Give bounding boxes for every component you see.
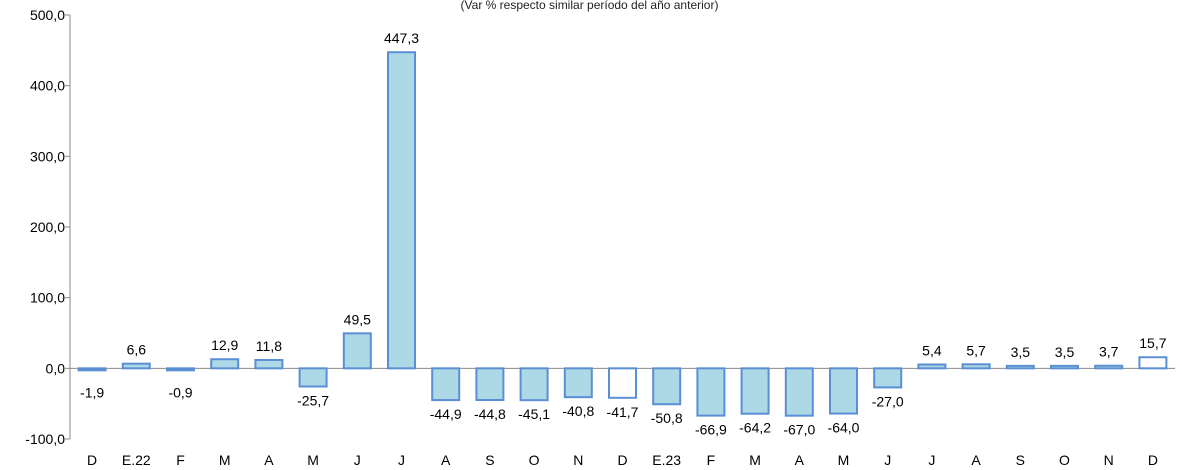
data-label: 5,7 [966, 342, 986, 358]
x-tick-label: E.22 [122, 452, 151, 468]
x-tick-label: F [176, 452, 185, 468]
x-tick-label: A [441, 452, 451, 468]
data-label: -50,8 [651, 410, 683, 426]
bar [1005, 364, 1035, 370]
bar [77, 367, 107, 372]
bar [431, 367, 461, 402]
bar [1138, 356, 1168, 370]
bar [784, 367, 814, 417]
x-tick-label: A [264, 452, 274, 468]
data-label: 15,7 [1139, 335, 1166, 351]
bar [740, 367, 770, 415]
y-tick-label: 400,0 [30, 78, 65, 94]
data-label: -66,9 [695, 422, 727, 438]
x-tick-label: M [838, 452, 850, 468]
x-tick-label: E.23 [652, 452, 681, 468]
data-label: 3,5 [1055, 344, 1075, 360]
bar [387, 51, 416, 370]
x-tick-label: M [307, 452, 319, 468]
y-tick-label: 200,0 [30, 219, 65, 235]
data-label: -45,1 [518, 406, 550, 422]
bar [342, 332, 372, 370]
y-tick-label: 0,0 [46, 360, 66, 376]
bar [475, 367, 505, 401]
x-tick-label: N [1104, 452, 1114, 468]
x-tick-label: J [928, 452, 935, 468]
data-label: 6,6 [127, 342, 147, 358]
data-label: 3,5 [1011, 344, 1031, 360]
bar [608, 367, 637, 399]
x-tick-label: D [1148, 452, 1158, 468]
bar [873, 367, 903, 389]
data-label: -44,9 [430, 406, 462, 422]
bar [1094, 364, 1124, 370]
data-label: -64,0 [828, 420, 860, 436]
data-label: 447,3 [384, 30, 419, 46]
data-label: -25,7 [297, 392, 329, 408]
y-tick-label: 300,0 [30, 148, 65, 164]
x-tick-label: M [219, 452, 231, 468]
x-tick-label: D [87, 452, 97, 468]
bar [298, 367, 328, 388]
bar [917, 363, 947, 370]
bar [166, 367, 195, 372]
data-label: 49,5 [344, 311, 371, 327]
x-tick-label: S [1016, 452, 1025, 468]
y-tick-label: 100,0 [30, 290, 65, 306]
data-label: 5,4 [922, 343, 942, 359]
bar [563, 367, 593, 399]
x-tick-label: A [795, 452, 805, 468]
x-tick-label: S [485, 452, 494, 468]
x-tick-label: J [884, 452, 891, 468]
bars-group [77, 51, 1168, 417]
x-tick-label: O [1059, 452, 1070, 468]
bar [829, 367, 858, 415]
y-tick-label: -100,0 [25, 431, 65, 447]
data-label: -41,7 [607, 404, 639, 420]
bar [696, 367, 726, 417]
data-label: -0,9 [168, 384, 192, 400]
data-label: -40,8 [562, 403, 594, 419]
data-label: -1,9 [80, 384, 104, 400]
data-label: -67,0 [783, 422, 815, 438]
x-tick-label: J [398, 452, 405, 468]
bar [121, 362, 151, 370]
bar [519, 367, 549, 402]
data-label: -27,0 [872, 393, 904, 409]
bar [210, 358, 240, 370]
data-label: 3,7 [1099, 344, 1119, 360]
x-tick-label: J [354, 452, 361, 468]
data-label: -64,2 [739, 420, 771, 436]
data-labels-group: -1,9 6,6 -0,9 12,9 11,8 -25,7 49,5 447,3 -44,9 -4… [80, 30, 1167, 437]
x-tick-label: M [749, 452, 761, 468]
x-tick-label: F [707, 452, 716, 468]
x-tick-label: A [971, 452, 981, 468]
x-tick-label: O [529, 452, 540, 468]
bar [1050, 364, 1079, 370]
chart-subtitle: (Var % respecto similar período del año … [460, 0, 719, 12]
data-label: -44,8 [474, 406, 506, 422]
x-tick-label: D [617, 452, 627, 468]
y-tick-label: 500,0 [30, 7, 65, 23]
data-label: 11,8 [256, 338, 282, 354]
bar [254, 358, 284, 370]
tick-labels-group: -100,0 0,0 100,0 200,0 300,0 400,0 500,0 D E.22 F… [25, 7, 1158, 468]
bar [652, 367, 682, 406]
data-label: 12,9 [211, 337, 238, 353]
bar [961, 363, 991, 370]
x-tick-label: N [573, 452, 583, 468]
